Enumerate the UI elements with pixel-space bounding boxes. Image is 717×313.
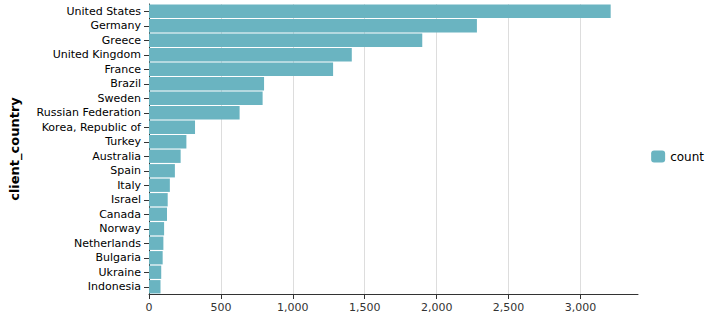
svg-text:United Kingdom: United Kingdom: [53, 48, 141, 61]
svg-text:France: France: [104, 63, 141, 76]
svg-text:1,000: 1,000: [277, 301, 309, 313]
svg-text:Australia: Australia: [92, 150, 141, 163]
svg-text:client_country: client_country: [7, 97, 23, 201]
svg-text:Bulgaria: Bulgaria: [95, 251, 141, 264]
svg-text:1,500: 1,500: [349, 301, 381, 313]
svg-text:Indonesia: Indonesia: [88, 280, 141, 293]
svg-text:Norway: Norway: [99, 222, 141, 235]
svg-text:Greece: Greece: [102, 34, 141, 47]
svg-text:3,000: 3,000: [565, 301, 597, 313]
svg-text:Canada: Canada: [99, 208, 141, 221]
svg-text:Israel: Israel: [111, 193, 141, 206]
svg-text:Netherlands: Netherlands: [74, 237, 141, 250]
svg-text:Spain: Spain: [110, 164, 141, 177]
svg-text:Italy: Italy: [117, 179, 141, 192]
svg-text:Sweden: Sweden: [98, 92, 141, 105]
svg-text:2,000: 2,000: [421, 301, 453, 313]
svg-text:Russian Federation: Russian Federation: [37, 106, 141, 119]
svg-text:0: 0: [146, 301, 153, 313]
svg-text:Korea, Republic of: Korea, Republic of: [42, 121, 142, 134]
svg-text:Turkey: Turkey: [104, 135, 141, 148]
svg-text:United States: United States: [67, 5, 142, 18]
svg-text:Brazil: Brazil: [110, 77, 141, 90]
svg-text:count: count: [670, 150, 704, 164]
svg-text:500: 500: [210, 301, 231, 313]
svg-text:2,500: 2,500: [493, 301, 525, 313]
svg-text:Ukraine: Ukraine: [99, 266, 142, 279]
svg-text:Germany: Germany: [90, 19, 141, 32]
